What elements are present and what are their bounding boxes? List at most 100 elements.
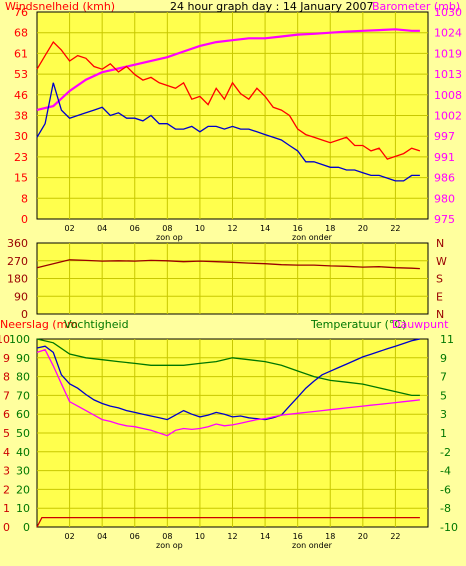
x-tick-label: 20 [358, 532, 368, 541]
temperature-tick-label: -6 [440, 483, 451, 496]
x-tick-label: 02 [64, 532, 74, 541]
wind-tick-label: 15 [14, 172, 28, 185]
wind-speed-line [36, 40, 421, 160]
humidity-tick-label: 30 [16, 465, 30, 478]
rain-tick-label: 4 [3, 446, 10, 459]
baro-tick-label: 997 [434, 130, 455, 143]
x-tick-label: 06 [130, 224, 140, 233]
humidity-tick-label: 80 [16, 371, 30, 384]
temperature-tick-label: 11 [440, 333, 454, 346]
x-tick-label: 16 [293, 532, 303, 541]
wind-average-line [36, 82, 420, 182]
x-tick-label: 04 [97, 532, 107, 541]
baro-tick-label: 986 [434, 172, 455, 185]
rain-tick-label: 8 [3, 371, 10, 384]
wind-tick-label: 30 [14, 130, 28, 143]
rain-tick-label: 10 [0, 333, 10, 346]
temperature-axis-label: Temperatuur (°C) [310, 318, 406, 331]
x-tick-label: 18 [325, 532, 335, 541]
humidity-tick-label: 60 [16, 408, 30, 421]
temperature-tick-label: 7 [440, 371, 447, 384]
temperature-tick-label: -2 [440, 446, 451, 459]
baro-tick-label: 975 [434, 213, 455, 226]
temperature-line [36, 338, 421, 421]
sunrise-label: zon op [156, 233, 183, 242]
compass-tick-label: W [436, 255, 447, 268]
compass-tick-label: N [436, 308, 444, 321]
rain-tick-label: 3 [3, 465, 10, 478]
baro-tick-label: 1013 [434, 68, 462, 81]
temperature-tick-label: 9 [440, 352, 447, 365]
x-tick-label: 22 [390, 532, 400, 541]
humidity-line [36, 338, 420, 397]
x-tick-label: 10 [195, 532, 205, 541]
rain-tick-label: 2 [3, 483, 10, 496]
sunrise-label-bottom: zon op [156, 541, 183, 550]
baro-axis-label: Barometer (mb) [372, 0, 460, 13]
wind-direction-line [36, 259, 420, 270]
rain-tick-label: 6 [3, 408, 10, 421]
baro-tick-label: 991 [434, 151, 455, 164]
wind-tick-label: 68 [14, 27, 28, 40]
rain-tick-label: 9 [3, 352, 10, 365]
wind-tick-label: 38 [14, 110, 28, 123]
x-tick-label: 04 [97, 224, 107, 233]
x-tick-label: 22 [390, 224, 400, 233]
temperature-tick-label: -4 [440, 465, 451, 478]
dewpoint-axis-label: Dauwpunt [392, 318, 449, 331]
temperature-tick-label: 1 [440, 427, 447, 440]
x-tick-label: 08 [162, 532, 172, 541]
direction-tick-label: 180 [7, 273, 28, 286]
direction-tick-label: 0 [21, 308, 28, 321]
wind-tick-label: 61 [14, 47, 28, 60]
x-tick-label: 14 [260, 532, 270, 541]
compass-tick-label: S [436, 273, 443, 286]
baro-tick-label: 980 [434, 192, 455, 205]
barometer-line [36, 28, 420, 111]
dewpoint-line [36, 348, 420, 437]
baro-tick-label: 1008 [434, 89, 462, 102]
rain-tick-label: 5 [3, 427, 10, 440]
sunset-label-bottom: zon onder [292, 541, 333, 550]
wind-tick-label: 76 [14, 6, 28, 19]
humidity-tick-label: 10 [16, 502, 30, 515]
x-tick-label: 14 [260, 224, 270, 233]
baro-tick-label: 1002 [434, 110, 462, 123]
rain-line [36, 516, 420, 528]
temperature-tick-label: 5 [440, 389, 447, 402]
x-tick-label: 08 [162, 224, 172, 233]
compass-tick-label: N [436, 237, 444, 250]
x-tick-label: 20 [358, 224, 368, 233]
wind-tick-label: 53 [14, 68, 28, 81]
humidity-axis-label: Vochtigheid [64, 318, 129, 331]
baro-tick-label: 1024 [434, 27, 462, 40]
x-tick-label: 12 [227, 224, 237, 233]
wind-tick-label: 46 [14, 89, 28, 102]
humidity-tick-label: 50 [16, 427, 30, 440]
x-tick-label: 16 [293, 224, 303, 233]
humidity-tick-label: 70 [16, 389, 30, 402]
wind-tick-label: 23 [14, 151, 28, 164]
humidity-tick-label: 20 [16, 483, 30, 496]
humidity-tick-label: 90 [16, 352, 30, 365]
x-tick-label: 02 [64, 224, 74, 233]
x-tick-label: 12 [227, 532, 237, 541]
wind-tick-label: 8 [21, 192, 28, 205]
wind-tick-label: 0 [21, 213, 28, 226]
temperature-tick-label: -8 [440, 502, 451, 515]
baro-tick-label: 1019 [434, 47, 462, 60]
rain-tick-label: 1 [3, 502, 10, 515]
x-tick-label: 06 [130, 532, 140, 541]
rain-axis-label: Neerslag (mm [0, 318, 78, 331]
humidity-tick-label: 0 [23, 521, 30, 534]
x-tick-label: 18 [325, 224, 335, 233]
sunset-label: zon onder [292, 233, 333, 242]
temperature-tick-label: -10 [440, 521, 458, 534]
temperature-tick-label: 3 [440, 408, 447, 421]
humidity-tick-label: 40 [16, 446, 30, 459]
rain-tick-label: 7 [3, 389, 10, 402]
baro-tick-label: 1030 [434, 6, 462, 19]
compass-tick-label: E [436, 290, 443, 303]
